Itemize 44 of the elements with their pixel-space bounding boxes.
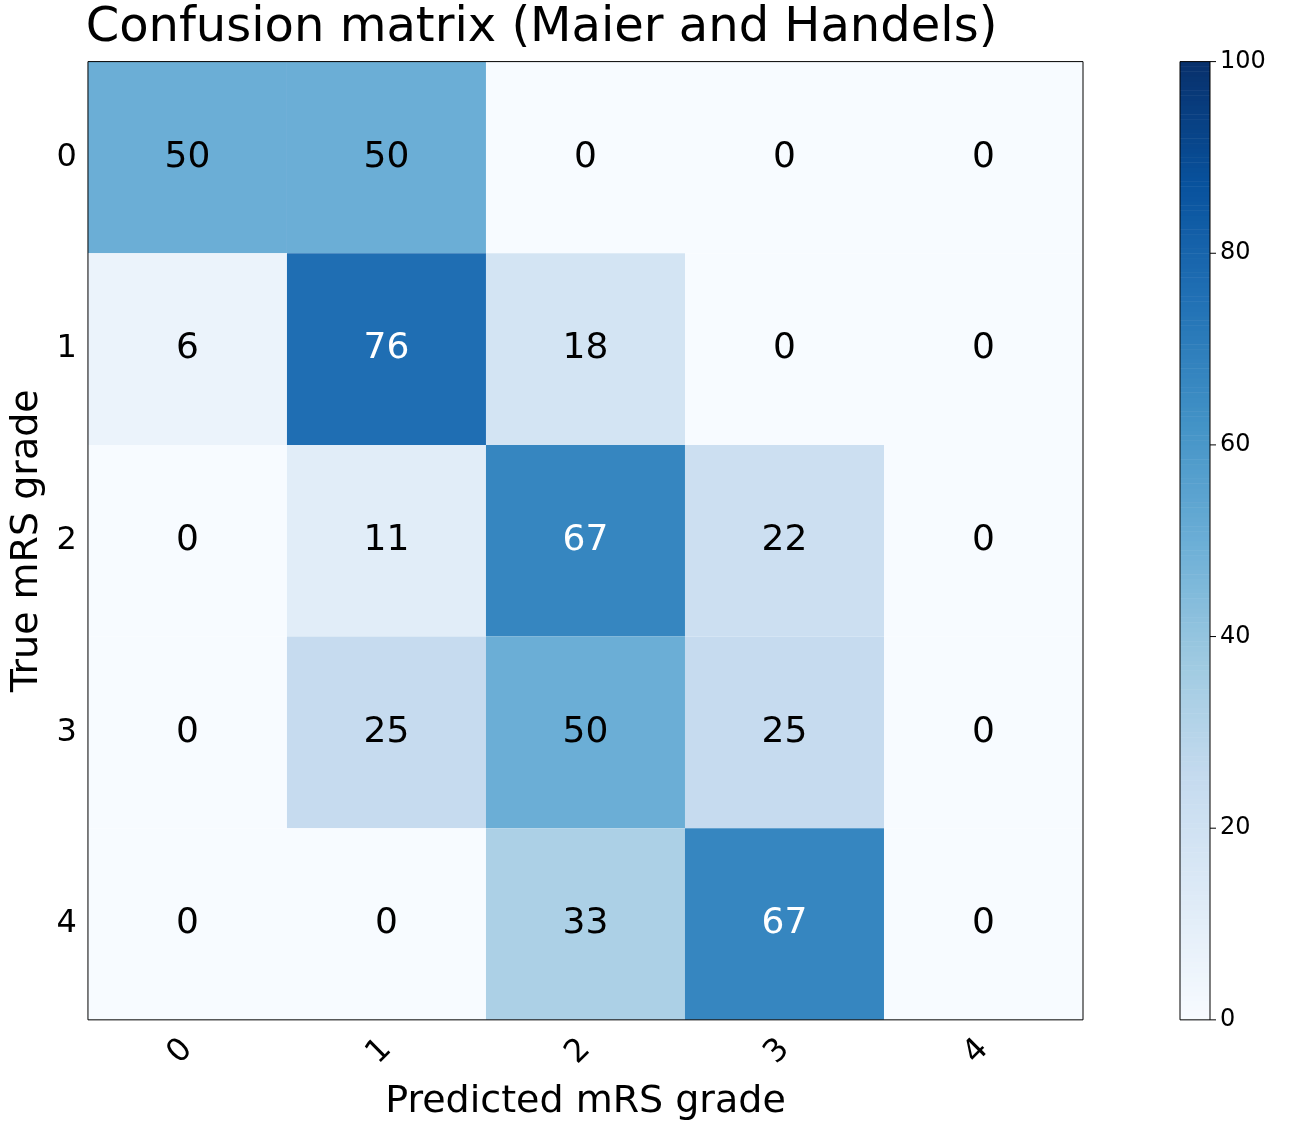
x-tick-label: 1 <box>356 1029 399 1071</box>
data-label: 0 <box>972 325 995 367</box>
x-tick-label: 4 <box>953 1029 996 1071</box>
data-label: 6 <box>176 325 199 367</box>
data-label: 0 <box>972 708 995 750</box>
data-label: 67 <box>761 900 808 942</box>
data-label: 50 <box>363 133 410 175</box>
y-axis-title: True mRS grade <box>1 389 46 694</box>
y-tick-label: 3 <box>56 710 77 749</box>
color-bar-label: 100 <box>1220 45 1266 74</box>
data-label: 18 <box>562 325 609 367</box>
data-label: 50 <box>164 133 211 175</box>
data-label: 0 <box>176 517 199 559</box>
x-tick-label: 0 <box>157 1029 199 1071</box>
y-tick-label: 4 <box>56 902 77 941</box>
data-label: 76 <box>363 325 410 367</box>
data-label: 50 <box>562 708 609 750</box>
data-label: 0 <box>176 900 199 942</box>
color-bar-label: 40 <box>1220 620 1251 649</box>
data-label: 67 <box>562 517 609 559</box>
chart-title: Confusion matrix (Maier and Handels) <box>85 0 998 53</box>
data-label: 0 <box>176 708 199 750</box>
data-label: 0 <box>574 133 597 175</box>
color-bar-label: 0 <box>1220 1004 1236 1033</box>
data-label: 33 <box>562 900 609 942</box>
color-bar-label: 60 <box>1220 429 1251 458</box>
y-tick-label: 0 <box>56 135 77 174</box>
y-tick-label: 1 <box>56 327 77 366</box>
x-tick-label: 3 <box>754 1029 797 1071</box>
data-label: 22 <box>761 517 808 559</box>
data-label: 25 <box>363 708 410 750</box>
data-label: 0 <box>972 900 995 942</box>
color-bar-label: 20 <box>1220 812 1251 841</box>
data-label: 0 <box>773 325 796 367</box>
color-bar-label: 80 <box>1220 237 1251 266</box>
data-label: 25 <box>761 708 808 750</box>
x-axis-title: Predicted mRS grade <box>385 1077 786 1122</box>
data-label: 11 <box>363 517 410 559</box>
data-label: 0 <box>375 900 398 942</box>
y-tick-label: 2 <box>56 519 77 558</box>
data-label: 0 <box>972 133 995 175</box>
data-label: 0 <box>773 133 796 175</box>
x-tick-label: 2 <box>555 1029 598 1071</box>
data-label: 0 <box>972 517 995 559</box>
